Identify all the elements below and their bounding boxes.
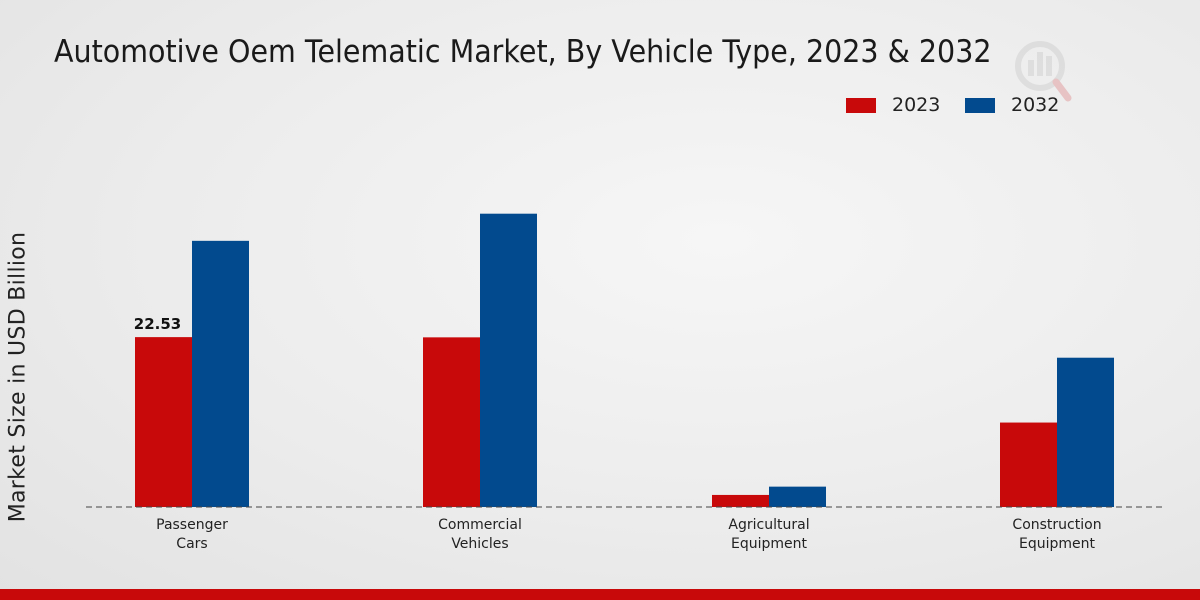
legend-label-2023: 2023 [892, 94, 941, 116]
bar-2023-passenger-cars [135, 337, 192, 507]
watermark-logo-icon [1012, 32, 1072, 108]
legend-swatch-2032 [965, 97, 995, 113]
x-tick-label-passenger-cars-line2: Cars [176, 536, 207, 552]
x-tick-label-agricultural-equipment-line1: Agricultural [728, 517, 809, 533]
chart-title: Automotive Oem Telematic Market, By Vehi… [54, 34, 992, 70]
legend-item-2032: 2032 [965, 94, 1059, 116]
bar-2032-passenger-cars [192, 240, 249, 507]
x-tick-label-passenger-cars-line1: Passenger [156, 517, 228, 533]
bar-2032-agricultural-equipment [769, 486, 826, 507]
bar-2023-commercial-vehicles [423, 337, 480, 507]
x-tick-label-construction-equipment-line1: Construction [1012, 517, 1101, 533]
legend-item-2023: 2023 [846, 94, 940, 116]
x-tick-label-commercial-vehicles-line1: Commercial [438, 517, 522, 533]
bar-2023-construction-equipment [1000, 422, 1057, 507]
legend-label-2032: 2032 [1011, 94, 1060, 116]
bar-2032-construction-equipment [1057, 357, 1114, 507]
bar-2032-commercial-vehicles [480, 213, 537, 507]
x-tick-label-construction-equipment-line2: Equipment [1019, 536, 1096, 552]
legend-swatch-2023 [846, 97, 876, 113]
x-tick-label-commercial-vehicles-line2: Vehicles [451, 536, 508, 552]
bar-2023-agricultural-equipment [712, 494, 769, 507]
x-tick-label-agricultural-equipment-line2: Equipment [731, 536, 808, 552]
footer-bar [0, 589, 1200, 600]
data-label-2023-0: 22.53 [134, 315, 181, 333]
